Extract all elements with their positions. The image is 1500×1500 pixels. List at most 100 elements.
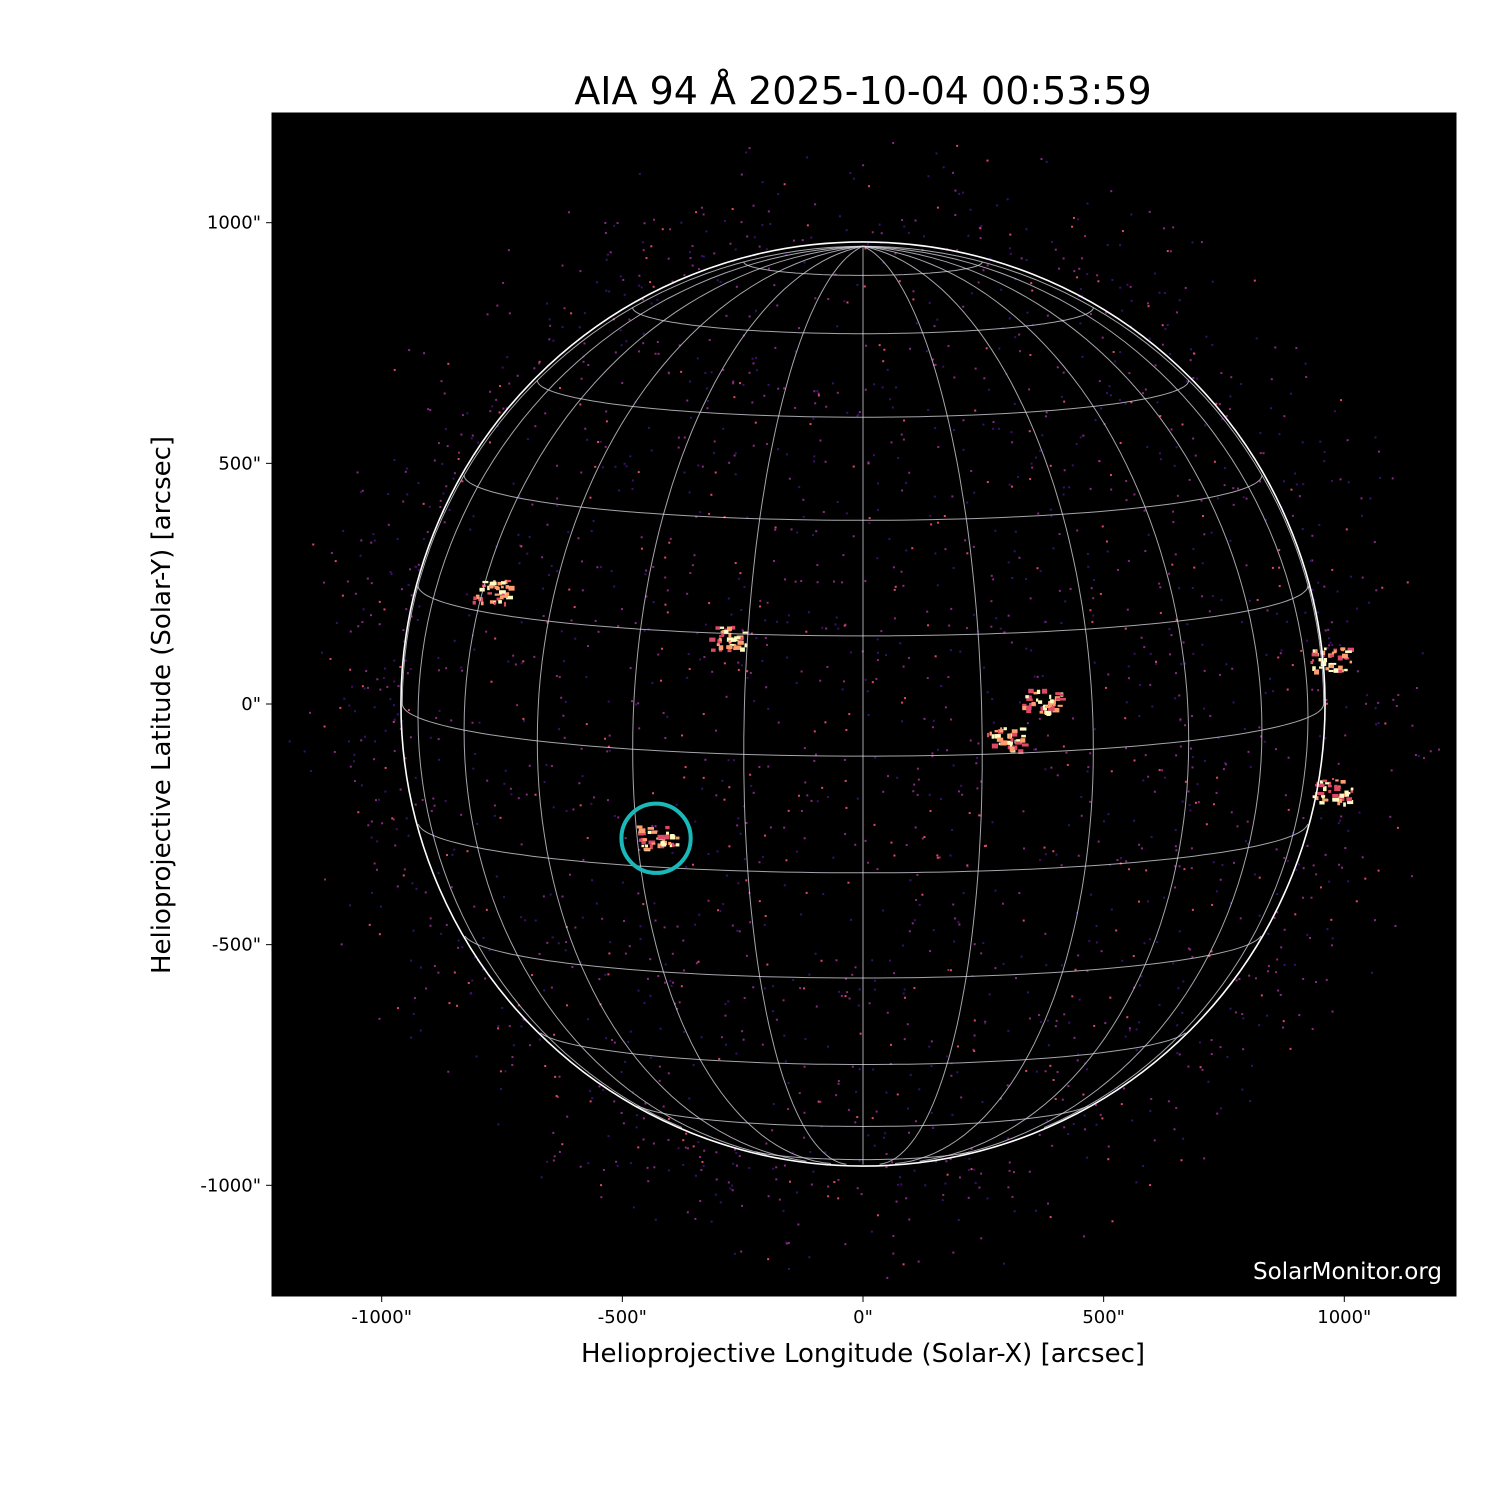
emission-pixel — [1036, 567, 1039, 570]
emission-pixel — [702, 255, 705, 258]
emission-pixel — [936, 748, 939, 751]
emission-pixel — [558, 728, 561, 731]
emission-pixel — [1000, 288, 1003, 291]
emission-pixel — [1358, 811, 1361, 814]
active-region-pixel — [504, 579, 508, 584]
emission-pixel — [749, 671, 752, 674]
active-region-pixel — [1007, 741, 1013, 745]
active-region-pixel — [499, 590, 506, 595]
emission-pixel — [686, 1211, 689, 1214]
active-region-pixel — [647, 827, 655, 830]
emission-pixel — [404, 659, 407, 662]
emission-pixel — [946, 1055, 949, 1058]
emission-pixel — [407, 583, 410, 586]
emission-pixel — [970, 292, 973, 295]
emission-pixel — [368, 923, 371, 926]
emission-pixel — [824, 721, 827, 724]
emission-pixel — [1212, 803, 1215, 806]
emission-pixel — [694, 1217, 697, 1220]
emission-pixel — [587, 363, 590, 366]
emission-pixel — [1129, 285, 1132, 288]
emission-pixel — [373, 862, 376, 865]
emission-pixel — [957, 790, 960, 793]
emission-pixel — [1346, 439, 1349, 442]
emission-pixel — [406, 672, 409, 675]
emission-pixel — [944, 706, 947, 709]
emission-pixel — [1286, 859, 1289, 862]
emission-pixel — [351, 685, 354, 688]
emission-pixel — [1277, 989, 1280, 992]
emission-pixel — [1190, 867, 1193, 870]
emission-pixel — [907, 231, 910, 234]
emission-pixel — [1220, 372, 1223, 375]
emission-pixel — [928, 301, 931, 304]
emission-pixel — [619, 275, 622, 278]
emission-pixel — [1333, 410, 1336, 413]
active-region-pixel — [1026, 705, 1032, 710]
emission-pixel — [859, 1032, 862, 1035]
emission-pixel — [883, 1136, 886, 1139]
active-region-pixel — [657, 834, 665, 840]
emission-pixel — [582, 360, 585, 363]
emission-pixel — [720, 1036, 723, 1039]
emission-pixel — [1038, 717, 1041, 720]
emission-pixel — [1054, 248, 1057, 251]
emission-pixel — [638, 274, 641, 277]
emission-pixel — [923, 836, 926, 839]
emission-pixel — [1211, 903, 1214, 906]
emission-pixel — [808, 611, 811, 614]
emission-pixel — [707, 899, 710, 902]
emission-pixel — [485, 630, 488, 633]
emission-pixel — [1258, 914, 1261, 917]
emission-pixel — [1105, 392, 1108, 395]
active-region-pixel — [1038, 700, 1043, 704]
emission-pixel — [851, 973, 854, 976]
emission-pixel — [1133, 819, 1136, 822]
emission-pixel — [902, 1263, 905, 1266]
emission-pixel — [846, 301, 849, 304]
emission-pixel — [509, 787, 512, 790]
emission-pixel — [1058, 533, 1061, 536]
emission-pixel — [428, 505, 431, 508]
emission-pixel — [1280, 946, 1283, 949]
emission-pixel — [715, 1151, 718, 1154]
active-region-pixel — [1310, 661, 1314, 665]
emission-pixel — [795, 681, 798, 684]
emission-pixel — [980, 1237, 983, 1240]
emission-pixel — [909, 1073, 912, 1076]
emission-pixel — [650, 449, 653, 452]
active-region-pixel — [1010, 737, 1014, 742]
emission-pixel — [1014, 336, 1017, 339]
emission-pixel — [787, 614, 790, 617]
emission-pixel — [916, 793, 919, 796]
emission-pixel — [556, 497, 559, 500]
emission-pixel — [1170, 634, 1173, 637]
emission-pixel — [1331, 1010, 1334, 1013]
emission-pixel — [1138, 683, 1141, 686]
emission-pixel — [585, 723, 588, 726]
emission-pixel — [1309, 559, 1312, 562]
emission-pixel — [1025, 577, 1028, 580]
emission-pixel — [706, 407, 709, 410]
emission-pixel — [805, 630, 808, 633]
emission-pixel — [1191, 756, 1194, 759]
emission-pixel — [651, 825, 654, 828]
emission-pixel — [810, 236, 813, 239]
emission-pixel — [954, 917, 957, 920]
emission-pixel — [1034, 748, 1037, 751]
grid-line — [463, 245, 864, 1155]
emission-pixel — [432, 797, 435, 800]
emission-pixel — [1159, 415, 1162, 418]
emission-pixel — [940, 685, 943, 688]
emission-pixel — [930, 1040, 933, 1043]
emission-pixel — [667, 257, 670, 260]
emission-pixel — [1116, 1087, 1119, 1090]
emission-pixel — [623, 919, 626, 922]
emission-pixel — [364, 735, 367, 738]
emission-pixel — [888, 537, 891, 540]
emission-pixel — [1421, 652, 1424, 655]
emission-pixel — [581, 560, 584, 563]
emission-pixel — [488, 441, 491, 444]
emission-pixel — [1126, 1016, 1129, 1019]
emission-pixel — [844, 832, 847, 835]
